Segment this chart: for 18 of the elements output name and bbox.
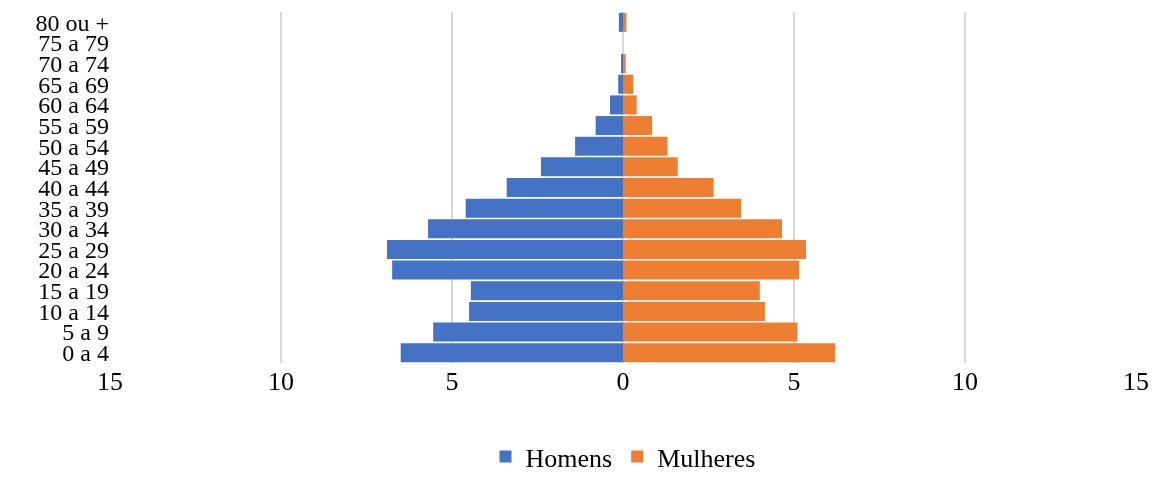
bar (387, 239, 623, 259)
bar (618, 12, 623, 32)
bar (623, 239, 806, 259)
bar (623, 116, 653, 136)
bar (469, 301, 623, 321)
legend-label: Homens (525, 443, 613, 473)
x-tick-label: 15 (1123, 367, 1149, 396)
x-tick-label: 10 (952, 367, 978, 396)
bar (623, 178, 714, 197)
x-tick-label: 5 (787, 367, 801, 396)
x-tick-label: 15 (97, 367, 123, 396)
x-tick-label: 5 (445, 367, 459, 396)
bar (506, 178, 623, 197)
x-tick-label: 0 (616, 367, 630, 396)
bar (623, 301, 765, 321)
bar (595, 116, 623, 136)
x-tick-label: 10 (268, 367, 294, 396)
legend-label: Mulheres (657, 443, 756, 473)
